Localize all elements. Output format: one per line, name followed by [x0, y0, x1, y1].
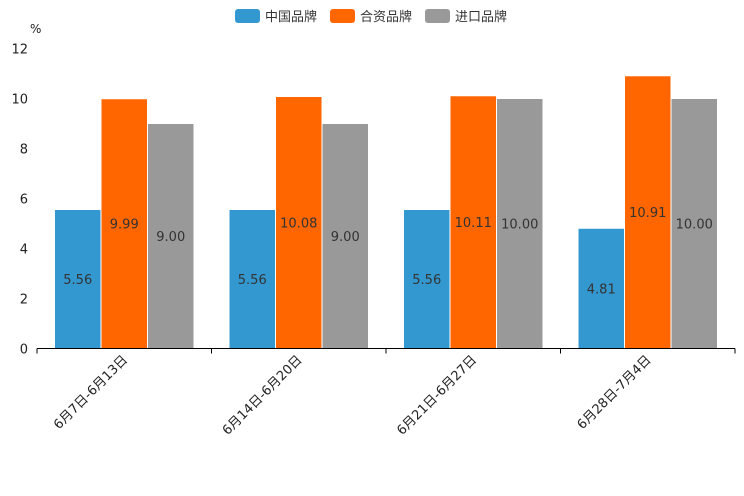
bar-3-4[interactable]: [670, 98, 718, 349]
y-axis-unit-label: %: [30, 22, 41, 36]
legend-label-2[interactable]: 合资品牌: [360, 9, 412, 25]
legend-swatch-2[interactable]: [330, 9, 355, 23]
y-tick-label: 4: [20, 243, 28, 258]
data-label-1-1: 5.56: [63, 273, 92, 288]
y-tick-label: 2: [20, 293, 28, 308]
data-label-2-1: 9.99: [110, 218, 139, 233]
data-label-1-2: 5.56: [238, 273, 267, 288]
bar-1-1[interactable]: [54, 209, 102, 349]
legend-label-1[interactable]: 中国品牌: [265, 9, 317, 25]
bar-1-4[interactable]: [577, 227, 625, 349]
bar-2-3[interactable]: [449, 95, 497, 349]
data-label-3-4: 10.00: [676, 218, 713, 233]
y-axis: 0 2 4 6 8 10 12: [11, 43, 28, 358]
legend-swatch-1[interactable]: [235, 9, 260, 23]
x-tick-label: 6月7日-6月13日: [51, 353, 131, 433]
bar-3-1[interactable]: [147, 123, 195, 349]
legend-label-3[interactable]: 进口品牌: [455, 9, 507, 25]
bar-2-2[interactable]: [275, 96, 323, 349]
data-label-1-3: 5.56: [412, 273, 441, 288]
legend-swatch-3[interactable]: [425, 9, 450, 23]
data-label-1-4: 4.81: [587, 282, 616, 297]
y-tick-label: 8: [20, 143, 28, 158]
x-axis: 6月7日-6月13日 6月14日-6月20日 6月21日-6月27日 6月28日-7月…: [36, 348, 736, 439]
x-tick-label: 6月21日-6月27日: [394, 353, 480, 439]
data-label-2-4: 10.91: [629, 206, 666, 221]
data-label-3-2: 9.00: [331, 230, 360, 245]
bars: 5.56 9.99 9.00 5.56 10.08 9.00 5.56 10.11 10.00 4…: [54, 75, 718, 349]
y-tick-label: 0: [20, 343, 28, 358]
data-label-3-1: 9.00: [156, 230, 185, 245]
y-tick-label: 6: [20, 193, 28, 208]
legend: 中国品牌 合资品牌 进口品牌: [235, 9, 507, 25]
x-tick-label: 6月14日-6月20日: [220, 353, 306, 439]
y-tick-label: 10: [11, 93, 28, 108]
bar-2-1[interactable]: [100, 98, 148, 349]
x-tick-label: 6月28日-7月4日: [575, 353, 655, 433]
bar-3-2[interactable]: [321, 123, 369, 349]
data-label-2-2: 10.08: [280, 217, 317, 232]
data-label-2-3: 10.11: [455, 216, 492, 231]
data-label-3-3: 10.00: [501, 218, 538, 233]
bar-1-2[interactable]: [228, 209, 276, 349]
y-tick-label: 12: [11, 43, 28, 58]
